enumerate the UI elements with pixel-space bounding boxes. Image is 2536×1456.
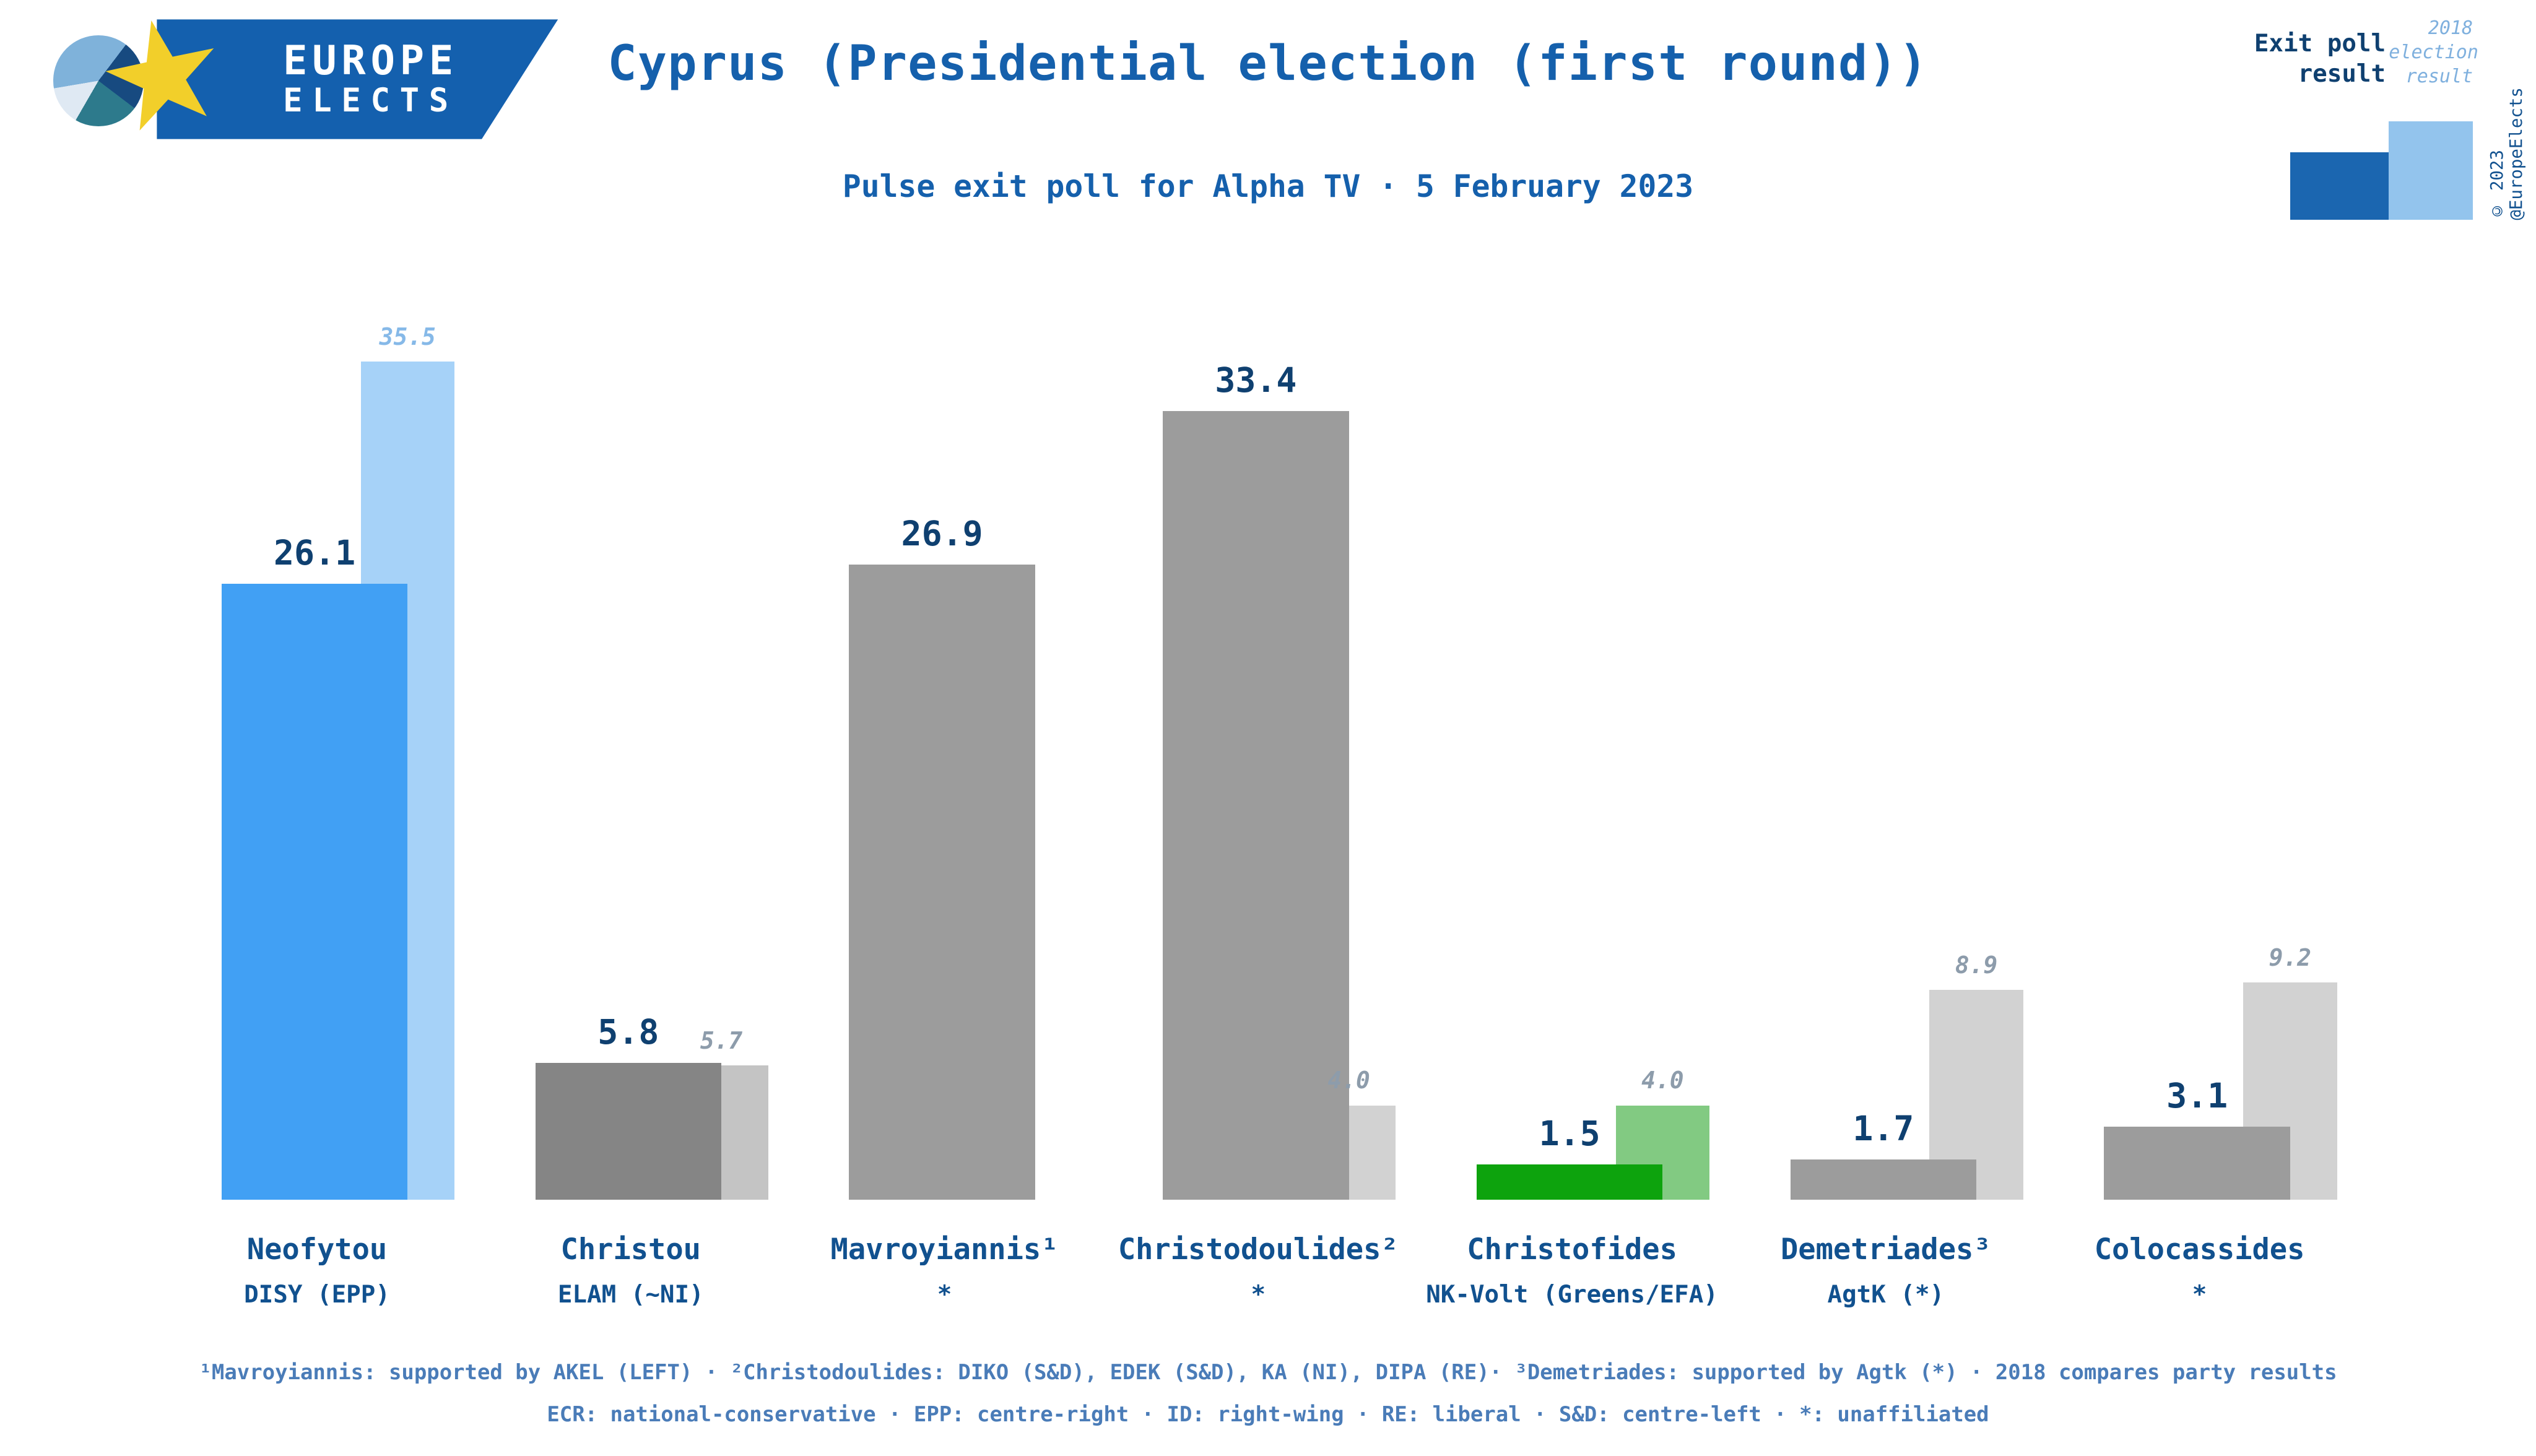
- value-exit-christofides: 1.5: [1539, 1113, 1600, 1153]
- candidate-name-christodoulides: Christodoulides²: [1118, 1232, 1399, 1267]
- value-2018-colocassides: 9.2: [2269, 944, 2312, 972]
- candidate-party-colocassides: *: [2192, 1281, 2207, 1309]
- candidate-name-christofides: Christofides: [1467, 1232, 1677, 1267]
- candidate-party-christodoulides: *: [1251, 1281, 1266, 1309]
- plot-area-christodoulides: 4.0 33.4: [1101, 294, 1415, 1200]
- logo-text-elects: ELECTS: [283, 82, 458, 120]
- value-2018-christou: 5.7: [700, 1026, 743, 1054]
- plot-area-christofides: 4.0 1.5: [1415, 294, 1729, 1200]
- bar-exit-christofides: [1476, 1164, 1663, 1200]
- bar-exit-mavroyiannis: [849, 565, 1035, 1200]
- bar-exit-demetriades: [1790, 1159, 1977, 1200]
- bar-group-mavroyiannis: 26.9 Mavroyiannis¹ *: [788, 294, 1101, 1309]
- legend-2018-result-swatch: [2389, 121, 2473, 220]
- bar-exit-colocassides: [2104, 1127, 2290, 1200]
- value-exit-demetriades: 1.7: [1852, 1109, 1914, 1149]
- candidate-party-mavroyiannis: *: [937, 1281, 952, 1309]
- candidate-name-mavroyiannis: Mavroyiannis¹: [830, 1232, 1059, 1267]
- candidate-party-demetriades: AgtK (*): [1827, 1281, 1945, 1309]
- value-exit-mavroyiannis: 26.9: [901, 514, 983, 554]
- footnote-line-1: ¹Mavroyiannis: supported by AKEL (LEFT) …: [199, 1359, 2337, 1385]
- plot-area-mavroyiannis: 26.9: [788, 294, 1101, 1200]
- page-subtitle: Pulse exit poll for Alpha TV · 5 Februar…: [842, 168, 1694, 204]
- bar-group-christodoulides: 4.0 33.4 Christodoulides² *: [1101, 294, 1415, 1309]
- value-exit-christodoulides: 33.4: [1215, 360, 1297, 401]
- footnote-line-2: ECR: national-conservative · EPP: centre…: [547, 1402, 1989, 1427]
- plot-area-demetriades: 8.9 1.7: [1729, 294, 2043, 1200]
- legend-exit-poll-label: Exit poll result: [2254, 30, 2386, 88]
- logo-star-icon: [105, 20, 214, 131]
- value-2018-neofytou: 35.5: [379, 323, 436, 351]
- bar-exit-christou: [535, 1063, 722, 1200]
- candidate-name-demetriades: Demetriades³: [1780, 1232, 1991, 1267]
- europe-elects-logo: EUROPE ELECTS: [53, 13, 587, 155]
- value-exit-colocassides: 3.1: [2166, 1075, 2228, 1116]
- bar-group-christou: 5.7 5.8 Christou ELAM (~NI): [474, 294, 788, 1309]
- candidate-party-neofytou: DISY (EPP): [244, 1281, 390, 1309]
- bar-exit-christodoulides: [1163, 411, 1349, 1200]
- candidate-party-christou: ELAM (~NI): [557, 1281, 704, 1309]
- plot-area-christou: 5.7 5.8: [474, 294, 788, 1200]
- value-exit-christou: 5.8: [597, 1012, 659, 1052]
- logo-banner: EUROPE ELECTS: [157, 19, 558, 139]
- page-title: Cyprus (Presidential election (first rou…: [607, 35, 1929, 92]
- value-2018-christofides: 4.0: [1641, 1067, 1684, 1094]
- value-2018-demetriades: 8.9: [1955, 951, 1998, 979]
- candidate-name-colocassides: Colocassides: [2094, 1232, 2305, 1267]
- bar-group-christofides: 4.0 1.5 Christofides NK-Volt (Greens/EFA): [1415, 294, 1729, 1309]
- legend-exit-poll-swatch: [2290, 152, 2389, 220]
- candidate-name-neofytou: Neofytou: [246, 1232, 388, 1267]
- copyright-text: © 2023 @EuropeElects: [2488, 87, 2527, 220]
- logo-text-europe: EUROPE: [283, 37, 459, 85]
- bar-chart: 35.5 26.1 Neofytou DISY (EPP) 5.7 5.8 Christou…: [160, 294, 2356, 1309]
- value-exit-neofytou: 26.1: [274, 532, 356, 573]
- plot-area-neofytou: 35.5 26.1: [160, 294, 474, 1200]
- bar-exit-neofytou: [221, 583, 408, 1200]
- legend: Exit poll result 2018 election result: [2254, 10, 2478, 220]
- value-2018-christodoulides: 4.0: [1327, 1067, 1370, 1094]
- bar-group-colocassides: 9.2 3.1 Colocassides *: [2043, 294, 2356, 1309]
- candidate-name-christou: Christou: [560, 1232, 701, 1267]
- bar-group-demetriades: 8.9 1.7 Demetriades³ AgtK (*): [1729, 294, 2043, 1309]
- candidate-party-christofides: NK-Volt (Greens/EFA): [1426, 1281, 1718, 1309]
- bar-group-neofytou: 35.5 26.1 Neofytou DISY (EPP): [160, 294, 474, 1309]
- legend-2018-result-label: 2018 election result: [2389, 17, 2478, 88]
- plot-area-colocassides: 9.2 3.1: [2043, 294, 2356, 1200]
